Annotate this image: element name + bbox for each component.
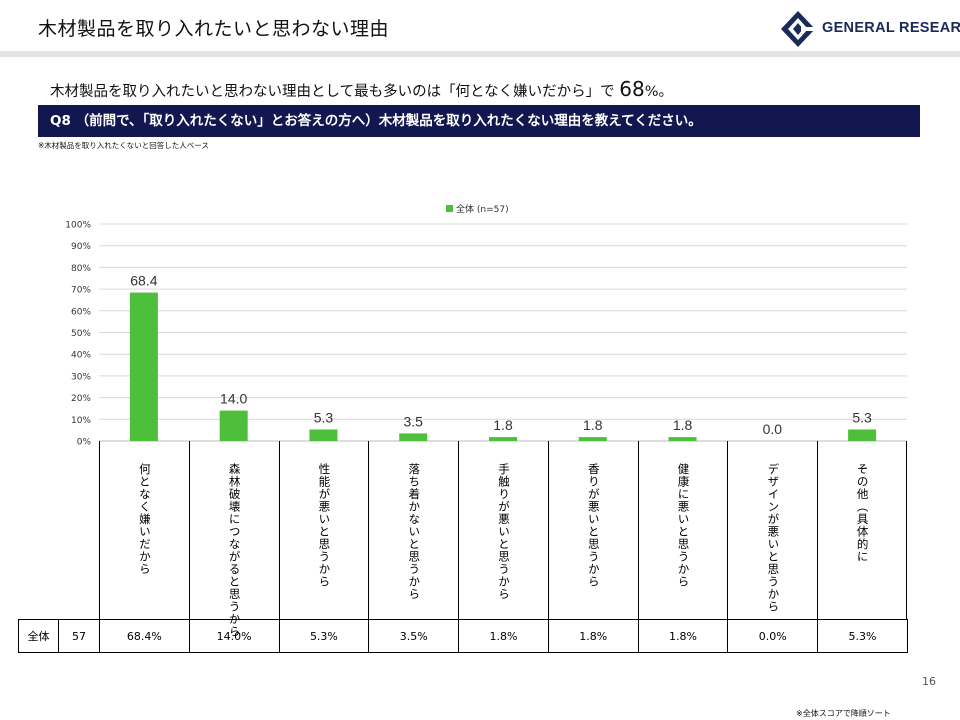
data-label: 14.0 <box>220 391 247 407</box>
table-cell: 1.8% <box>547 619 639 653</box>
y-tick-label: 10% <box>71 416 91 426</box>
data-label: 1.8 <box>673 417 693 433</box>
y-tick-label: 70% <box>71 286 91 296</box>
data-label: 68.4 <box>130 273 157 289</box>
bar <box>129 292 158 441</box>
x-category-label: 健康に悪いと思うから <box>676 463 691 588</box>
table-cell: 1.8% <box>637 619 729 653</box>
table-cell: 68.4% <box>99 619 190 653</box>
bar <box>219 410 248 441</box>
base-note: ※木材製品を取り入れたくないと回答した人ベース <box>38 141 209 150</box>
bar <box>309 429 338 441</box>
x-category-label: 手触りが悪いと思うから <box>496 463 511 601</box>
data-table: 全体 57 68.4% 14.0% 5.3% 3.5% 1.8% 1.8% 1.8% 0.0%… <box>18 619 908 653</box>
bar <box>578 437 607 441</box>
x-category-label: 性能が悪いと思うから <box>317 463 332 588</box>
bar <box>489 437 517 441</box>
summary-suffix: %。 <box>644 84 673 100</box>
x-category-cell: 手触りが悪いと思うから <box>458 441 548 619</box>
x-category-cell: 性能が悪いと思うから <box>278 441 369 619</box>
company-logo: GENERAL RESEARCH <box>780 10 960 48</box>
table-cell: 14.0% <box>188 619 280 653</box>
y-tick-label: 40% <box>71 351 91 361</box>
legend-label: 全体 (n=57) <box>456 203 509 215</box>
logo-text: GENERAL RESEARCH <box>822 20 960 36</box>
header-divider <box>0 51 960 57</box>
x-category-label: 何となく嫌いだから <box>137 463 152 576</box>
question-bar: Q8 （前問で、「取り入れたくない」とお答えの方へ）木材製品を取り入れたくない理… <box>38 105 920 137</box>
x-category-label: 香りが悪いと思うから <box>586 463 601 588</box>
x-category-label: デザインが悪いと思うから <box>766 463 781 613</box>
x-category-cell: 森林破壊につながると思うから <box>188 441 279 638</box>
table-row: 全体 57 68.4% 14.0% 5.3% 3.5% 1.8% 1.8% 1.8% 0.0%… <box>18 619 908 653</box>
x-category-label: その他（具体的に <box>855 463 870 563</box>
data-label: 3.5 <box>403 413 423 429</box>
page-title: 木材製品を取り入れたいと思わない理由 <box>38 18 390 40</box>
summary-text: 木材製品を取り入れたいと思わない理由として最も多いのは「何となく嫌いだから」で … <box>50 77 673 101</box>
table-cell: 0.0% <box>727 619 819 653</box>
data-label: 1.8 <box>583 417 603 433</box>
x-category-cell: デザインが悪いと思うから <box>727 441 817 619</box>
x-category-cell: その他（具体的に <box>817 441 907 619</box>
bar <box>399 433 428 441</box>
table-cell: 3.5% <box>368 619 460 653</box>
x-category-cell: 香りが悪いと思うから <box>547 441 638 619</box>
legend-swatch <box>446 205 453 212</box>
bar <box>668 437 697 441</box>
y-tick-label: 90% <box>71 242 91 252</box>
x-category-cell: 落ち着かないと思うから <box>368 441 458 619</box>
bar-chart: 0% 10% 20% 30% 40% 50% 60% 70% 80% 90% 100% 全体 (n=5… <box>65 203 907 448</box>
y-tick-label: 60% <box>71 307 91 317</box>
table-row-label: 全体 <box>18 619 59 653</box>
x-category-cell: 何となく嫌いだから <box>99 441 189 619</box>
data-label: 0.0 <box>763 421 783 437</box>
table-cell: 1.8% <box>458 619 549 653</box>
table-n: 57 <box>58 619 100 653</box>
data-label: 1.8 <box>493 417 513 433</box>
logo-diamond-icon <box>781 11 820 47</box>
x-category-cell: 健康に悪いと思うから <box>637 441 728 619</box>
page-number: 16 <box>922 675 936 688</box>
summary-highlight: 68 <box>619 77 645 101</box>
table-cell: 5.3% <box>817 619 908 653</box>
data-label: 5.3 <box>852 409 872 425</box>
x-category-label: 森林破壊につながると思うから <box>227 463 242 638</box>
summary-main: 木材製品を取り入れたいと思わない理由として最も多いのは「何となく嫌いだから」で <box>50 84 615 100</box>
y-tick-label: 50% <box>71 329 91 339</box>
x-category-label: 落ち着かないと思うから <box>407 463 422 601</box>
y-tick-label: 0% <box>77 438 92 448</box>
y-tick-label: 100% <box>65 221 91 231</box>
y-tick-label: 80% <box>71 264 91 274</box>
y-tick-label: 20% <box>71 394 91 404</box>
y-tick-label: 30% <box>71 372 91 382</box>
footnote: ※全体スコアで降順ソート <box>796 709 891 718</box>
data-label: 5.3 <box>314 409 334 425</box>
bar <box>848 429 877 441</box>
table-cell: 5.3% <box>278 619 370 653</box>
